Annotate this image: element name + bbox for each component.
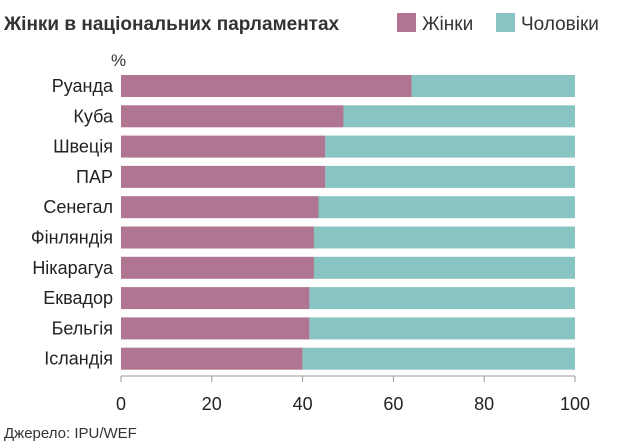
unit-label: % bbox=[111, 51, 126, 70]
bar-women-3 bbox=[121, 165, 326, 188]
bar-women-1 bbox=[121, 105, 344, 128]
category-label: Нікарагуа bbox=[32, 258, 114, 278]
category-label: Куба bbox=[73, 106, 114, 126]
category-label: Руанда bbox=[52, 76, 114, 96]
bars-group bbox=[121, 75, 575, 370]
bar-women-6 bbox=[121, 256, 314, 279]
category-label: Ісландія bbox=[44, 349, 113, 369]
category-labels: Руанда Куба Швеція ПАР Сенегал Фінляндія Нікар… bbox=[31, 76, 114, 369]
legend-swatch-women bbox=[397, 13, 416, 32]
category-label: Швеція bbox=[53, 137, 113, 157]
category-label: Фінляндія bbox=[31, 228, 113, 248]
legend-swatch-men bbox=[496, 13, 515, 32]
x-tick-label: 40 bbox=[293, 394, 313, 414]
x-tick-label: 0 bbox=[116, 394, 126, 414]
bar-men-5 bbox=[313, 226, 575, 249]
bar-men-6 bbox=[313, 256, 575, 279]
bar-women-4 bbox=[121, 196, 319, 219]
category-label: Бельгія bbox=[52, 318, 113, 338]
category-label: Сенегал bbox=[43, 197, 113, 217]
bar-women-0 bbox=[121, 75, 412, 97]
x-axis-ticks: 0 20 40 60 80 100 bbox=[116, 376, 590, 414]
chart-title: Жінки в національних парламентах bbox=[3, 14, 340, 35]
bar-men-4 bbox=[318, 196, 575, 219]
bar-men-1 bbox=[343, 105, 575, 128]
x-tick-label: 60 bbox=[383, 394, 403, 414]
bar-men-8 bbox=[309, 317, 575, 340]
x-tick-label: 80 bbox=[474, 394, 494, 414]
source-note: Джерело: IPU/WEF bbox=[4, 425, 137, 442]
x-tick-label: 100 bbox=[560, 394, 590, 414]
bar-women-5 bbox=[121, 226, 314, 249]
bar-men-3 bbox=[325, 165, 575, 188]
category-label: ПАР bbox=[76, 167, 113, 187]
category-label: Еквадор bbox=[43, 288, 113, 308]
bar-men-2 bbox=[325, 135, 575, 158]
legend-label-men: Чоловіки bbox=[521, 14, 599, 35]
bar-women-7 bbox=[121, 287, 310, 310]
bar-men-9 bbox=[302, 347, 575, 370]
bar-men-7 bbox=[309, 287, 575, 310]
bar-women-2 bbox=[121, 135, 326, 158]
bar-men-0 bbox=[411, 75, 575, 97]
x-tick-label: 20 bbox=[202, 394, 222, 414]
bar-women-9 bbox=[121, 347, 303, 370]
legend-label-women: Жінки bbox=[422, 14, 473, 35]
bar-women-8 bbox=[121, 317, 310, 340]
